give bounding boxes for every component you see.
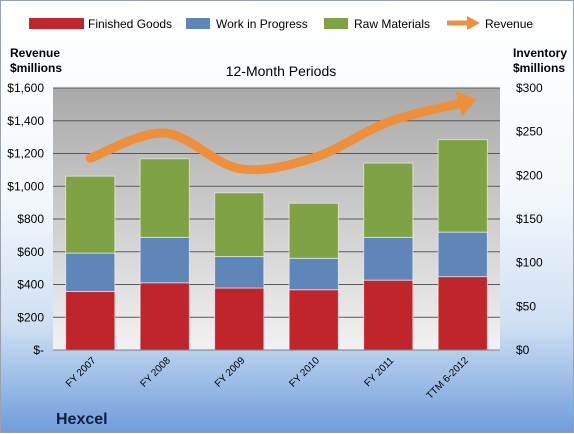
bar-finished-goods [139, 282, 190, 351]
legend-label-finished-goods: Finished Goods [88, 17, 172, 31]
right-axis-title-line2: $millions [513, 61, 565, 75]
legend-swatch-finished-goods [29, 18, 84, 29]
company-name: Hexcel [56, 411, 108, 428]
legend-label-revenue: Revenue [485, 17, 533, 31]
right-axis-tick-label: $150 [516, 212, 543, 226]
right-axis-tick-label: $300 [516, 81, 543, 95]
bar-work-in-progress [139, 236, 190, 284]
bar-finished-goods [65, 290, 116, 351]
category-label: FY 2011 [363, 355, 397, 389]
bar-raw-materials [437, 139, 488, 233]
left-axis-tick-label: $1,400 [7, 114, 44, 128]
gridlines [53, 87, 500, 318]
legend-swatch-work-in-progress [186, 18, 210, 29]
left-axis-tick-label: $1,000 [7, 179, 44, 193]
left-axis-tick-label: $800 [17, 212, 44, 226]
right-axis-title-line1: Inventory [513, 46, 567, 60]
legend-label-raw-materials: Raw Materials [354, 17, 430, 31]
right-axis-tick-label: $100 [516, 256, 543, 270]
left-axis-tick-label: $600 [17, 245, 44, 259]
bar-work-in-progress [214, 256, 265, 289]
left-axis-title-line1: Revenue [10, 46, 60, 60]
bar-finished-goods [288, 289, 339, 351]
left-axis-tick-label: $1,200 [7, 147, 44, 161]
legend-swatch-raw-materials [324, 18, 348, 29]
revenue-line-path [85, 98, 468, 175]
bar-finished-goods [363, 279, 414, 351]
category-label: FY 2009 [213, 355, 248, 390]
bar-finished-goods [214, 287, 265, 351]
category-label: FY 2008 [138, 355, 173, 390]
legend-label-work-in-progress: Work in Progress [216, 17, 308, 31]
category-label: TTM 6-2012 [425, 355, 472, 402]
left-axis-tick-label: $- [33, 343, 44, 357]
revenue-line [85, 91, 477, 175]
legend-swatch-revenue [447, 16, 480, 30]
category-label: FY 2007 [64, 355, 99, 390]
revenue-arrowhead [455, 91, 477, 117]
bar-raw-materials [139, 158, 190, 238]
bar-raw-materials [363, 162, 414, 238]
category-label: FY 2010 [287, 355, 322, 390]
right-axis-tick-label: $200 [516, 168, 543, 182]
bar-raw-materials [65, 175, 116, 254]
bar-raw-materials [288, 202, 339, 259]
chart-subtitle: 12-Month Periods [226, 63, 337, 79]
left-axis-title-line2: $millions [10, 61, 62, 75]
right-axis-tick-label: $0 [516, 343, 530, 357]
bar-work-in-progress [288, 257, 339, 291]
left-axis-tick-label: $1,600 [7, 81, 44, 95]
bar-finished-goods [437, 276, 488, 351]
category-labels: FY 2007 FY 2008 FY 2009 FY 2010 FY 2011 TTM 6… [64, 355, 471, 402]
right-axis-tick-label: $50 [516, 299, 536, 313]
left-axis-tick-label: $400 [17, 278, 44, 292]
left-axis-tick-label: $200 [17, 310, 44, 324]
bars [65, 139, 488, 351]
bar-work-in-progress [363, 236, 414, 281]
right-axis-ticks: $0 $50 $100 $150 $200 $250 $300 [516, 81, 543, 357]
bar-work-in-progress [437, 231, 488, 278]
bar-raw-materials [214, 192, 265, 258]
left-axis-ticks: $- $200 $400 $600 $800 $1,000 $1,200 $1,400 $1,6… [7, 81, 44, 357]
legend: Finished Goods Work in Progress Raw Mate… [29, 16, 533, 31]
bar-work-in-progress [65, 252, 116, 292]
right-axis-tick-label: $250 [516, 125, 543, 139]
